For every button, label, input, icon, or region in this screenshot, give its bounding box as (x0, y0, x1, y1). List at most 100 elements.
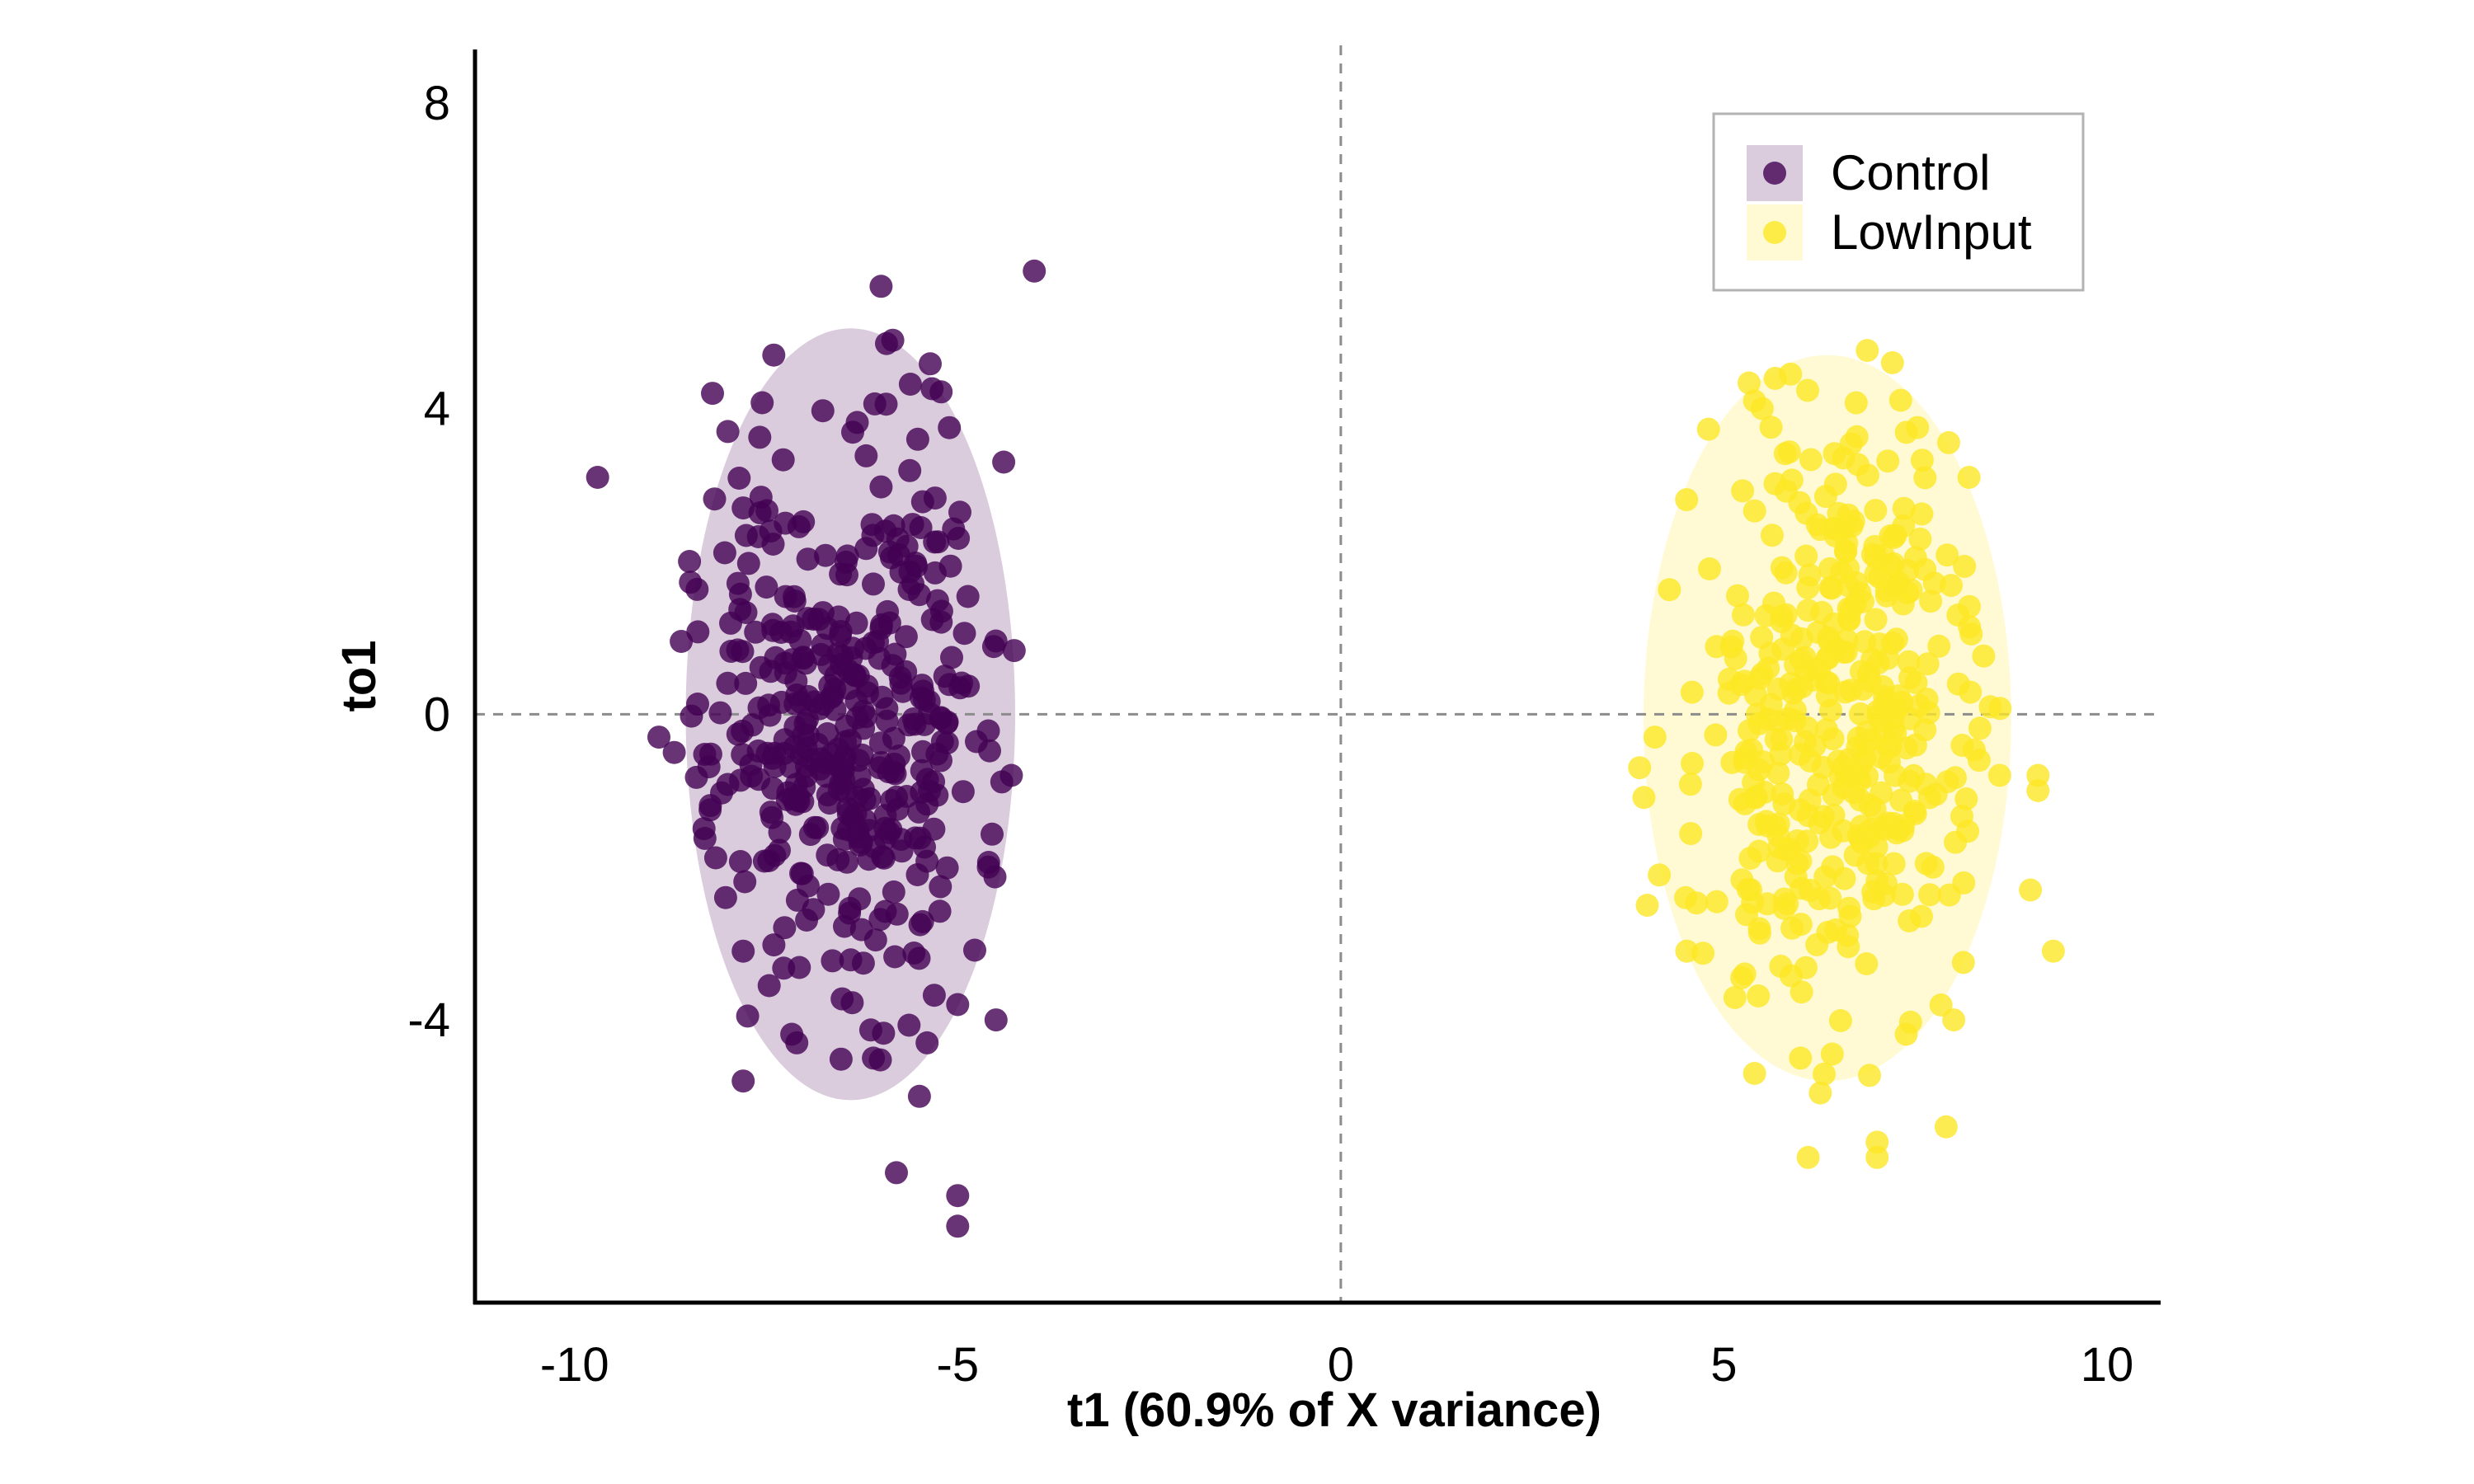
data-point (1766, 812, 1790, 836)
data-point (811, 399, 835, 423)
data-point (1794, 544, 1818, 568)
tick-labels: -10 -5 0 5 10 8 4 0 -4 (407, 77, 2133, 1392)
data-point (897, 713, 921, 737)
data-point (869, 275, 893, 298)
data-point (1833, 680, 1857, 704)
data-point (1743, 499, 1766, 523)
data-point (981, 822, 1004, 846)
data-point (1721, 629, 1745, 653)
data-point (1829, 561, 1853, 585)
data-point (1845, 763, 1869, 787)
data-point (1732, 603, 1755, 627)
data-point (716, 420, 740, 444)
data-point (873, 816, 897, 840)
data-point (698, 798, 722, 822)
data-point (946, 993, 970, 1017)
data-point (1632, 786, 1656, 810)
data-point (1002, 639, 1026, 663)
data-point (817, 791, 841, 815)
data-point (1757, 656, 1780, 680)
data-point (1819, 698, 1842, 722)
data-point (748, 425, 772, 449)
data-point (1865, 1145, 1889, 1169)
data-point (701, 382, 724, 406)
data-point (1818, 886, 1842, 910)
data-point (876, 599, 900, 623)
data-point (1796, 804, 1820, 828)
data-point (1774, 479, 1798, 503)
data-point (1643, 726, 1667, 749)
data-point (1937, 430, 1960, 454)
data-point (1813, 485, 1837, 509)
data-point (1771, 637, 1795, 661)
data-point (956, 585, 980, 608)
data-point (853, 788, 877, 812)
data-point (762, 933, 786, 957)
data-point (1648, 863, 1672, 887)
data-point (662, 740, 686, 764)
data-point (1855, 952, 1879, 975)
data-point (1878, 750, 1901, 774)
data-point (1903, 733, 1927, 757)
data-point (1795, 829, 1819, 853)
data-point (1940, 574, 1963, 598)
data-point (680, 704, 703, 728)
data-point (1858, 1064, 1881, 1087)
data-point (1916, 652, 1940, 676)
data-point (1658, 578, 1681, 602)
data-point (910, 490, 934, 514)
data-point (1823, 612, 1846, 636)
data-point (719, 611, 742, 635)
data-point (1957, 466, 1981, 489)
data-point (1730, 965, 1754, 989)
data-point (1919, 589, 1943, 613)
data-point (898, 373, 922, 396)
data-point (922, 817, 946, 841)
data-point (1747, 984, 1771, 1007)
data-point (1813, 1062, 1836, 1086)
data-point (783, 692, 807, 716)
data-point (845, 411, 869, 434)
data-point (1883, 574, 1907, 598)
data-point (905, 554, 929, 578)
data-point (1680, 680, 1704, 704)
data-point (1946, 603, 1970, 627)
data-point (1898, 1010, 1922, 1034)
data-point (863, 392, 887, 416)
data-point (749, 655, 773, 679)
series-control (586, 259, 1047, 1238)
data-point (992, 450, 1016, 474)
data-point (948, 500, 971, 524)
data-point (1808, 1081, 1832, 1105)
data-point (816, 882, 840, 906)
data-point (1674, 885, 1697, 909)
data-point (918, 779, 941, 803)
data-point (873, 519, 897, 543)
data-point (1828, 1009, 1852, 1032)
data-point (781, 614, 805, 638)
data-point (1849, 702, 1872, 726)
data-point (1835, 628, 1859, 652)
data-point (929, 875, 952, 899)
data-point (1805, 513, 1829, 537)
data-point (938, 416, 962, 439)
data-point (905, 863, 929, 886)
data-point (919, 352, 942, 376)
legend-item-control: Control (1747, 145, 1990, 201)
data-point (799, 748, 823, 772)
data-point (1770, 727, 1794, 751)
data-point (1837, 896, 1861, 920)
data-point (1858, 793, 1882, 817)
data-point (1774, 561, 1798, 585)
data-point (877, 760, 901, 784)
data-point (862, 1046, 886, 1070)
data-point (1845, 425, 1869, 448)
data-point (757, 693, 781, 717)
data-point (771, 448, 795, 472)
data-point (1880, 351, 1904, 374)
data-point (908, 913, 932, 937)
data-point (946, 1184, 970, 1208)
data-point (1704, 723, 1728, 747)
data-point (1772, 896, 1796, 920)
data-point (1898, 769, 1921, 793)
